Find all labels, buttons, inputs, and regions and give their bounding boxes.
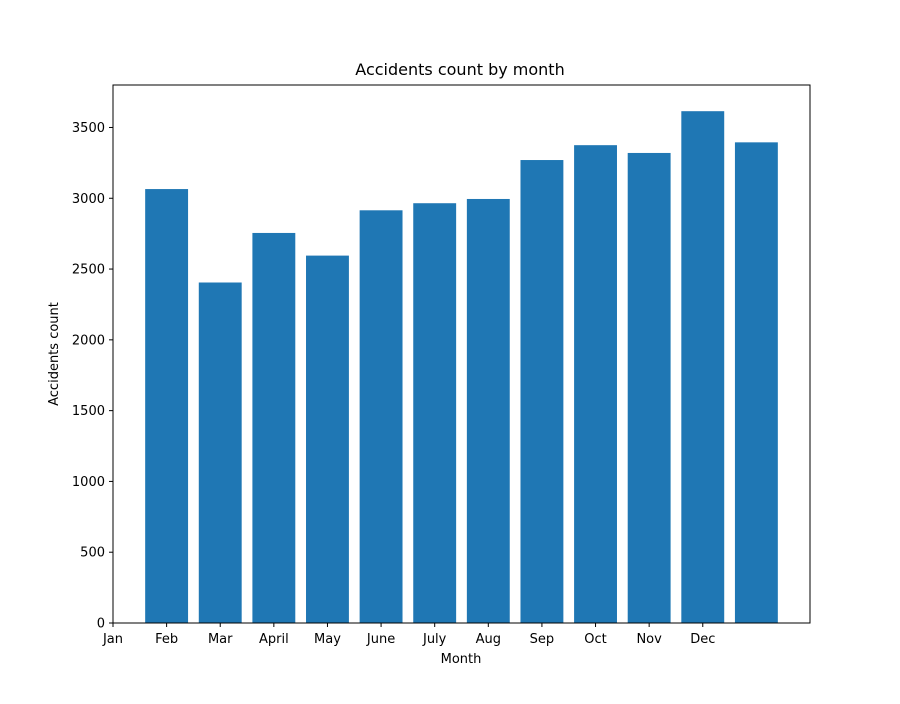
y-tick-label: 0 bbox=[97, 617, 105, 632]
x-tick-label: Jan bbox=[102, 632, 123, 647]
bar-5 bbox=[359, 210, 403, 623]
x-tick-label: June bbox=[366, 632, 395, 647]
bar-2 bbox=[198, 282, 242, 623]
x-tick-label: May bbox=[314, 632, 341, 647]
y-axis-title: Accidents count bbox=[47, 302, 62, 406]
bar-8 bbox=[520, 160, 564, 623]
bar-6 bbox=[413, 203, 457, 623]
bar-4 bbox=[306, 255, 349, 623]
plot-frame bbox=[112, 84, 811, 624]
x-tick-label: Feb bbox=[155, 632, 178, 647]
bar-11 bbox=[681, 111, 725, 623]
x-tick-label: Mar bbox=[208, 632, 233, 647]
x-tick-label: Aug bbox=[476, 632, 501, 647]
y-tick-label: 2500 bbox=[72, 263, 105, 278]
bar-9 bbox=[574, 145, 617, 623]
x-tick-label: Nov bbox=[636, 632, 662, 647]
x-axis: Jan Feb Mar April May June July Aug Sep Oct Nov Dec bbox=[102, 623, 715, 647]
y-tick-label: 1500 bbox=[72, 404, 105, 419]
y-tick-label: 3000 bbox=[72, 192, 105, 207]
bar-7 bbox=[466, 198, 510, 623]
bar-1 bbox=[145, 189, 189, 623]
x-tick-label: Dec bbox=[690, 632, 715, 647]
y-tick-label: 3500 bbox=[72, 121, 105, 136]
x-tick-label: July bbox=[422, 632, 447, 647]
bar-10 bbox=[627, 152, 671, 624]
chart-title: Accidents count by month bbox=[355, 60, 564, 79]
y-axis: 0 500 1000 1500 2000 2500 3000 3500 bbox=[72, 121, 113, 632]
x-tick-label: Sep bbox=[530, 632, 555, 647]
y-tick-label: 500 bbox=[80, 546, 105, 561]
bar-12 bbox=[734, 142, 778, 623]
x-axis-title: Month bbox=[441, 652, 482, 667]
x-tick-label: April bbox=[259, 632, 289, 647]
x-tick-label: Oct bbox=[584, 632, 606, 647]
y-tick-label: 1000 bbox=[72, 475, 105, 490]
y-tick-label: 2000 bbox=[72, 333, 105, 348]
bar-3 bbox=[252, 232, 296, 623]
bars-group bbox=[145, 111, 778, 624]
